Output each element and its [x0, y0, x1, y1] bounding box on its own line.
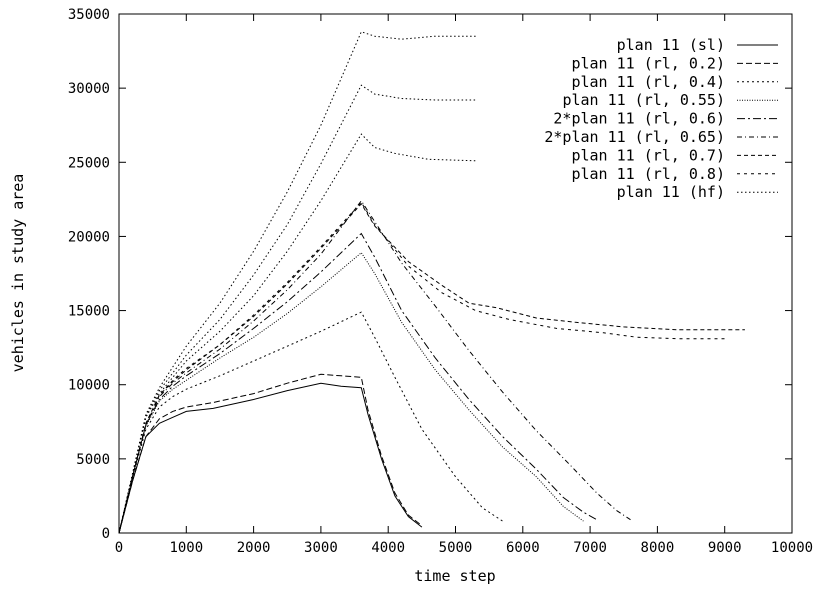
y-tick-label: 10000	[68, 378, 110, 394]
legend-label: plan 11 (rl, 0.7)	[571, 146, 725, 164]
x-tick-label: 0	[115, 540, 123, 556]
series-line-2	[118, 373, 423, 534]
series-line-6	[118, 199, 631, 534]
x-tick-label: 6000	[506, 540, 540, 556]
series-line-9	[118, 31, 476, 534]
y-tick-label: 0	[102, 526, 110, 542]
series-line-4	[118, 251, 584, 534]
y-tick-label: 25000	[68, 155, 110, 171]
series-line-5	[118, 232, 598, 534]
x-tick-label: 10000	[771, 540, 813, 556]
y-tick-label: 20000	[68, 229, 110, 245]
legend-label: 2*plan 11 (rl, 0.65)	[544, 128, 725, 146]
series-line-8	[118, 201, 725, 534]
x-tick-label: 9000	[708, 540, 742, 556]
legend-label: plan 11 (rl, 0.55)	[562, 91, 725, 109]
legend-label: plan 11 (rl, 0.2)	[571, 54, 725, 72]
series-line-1	[118, 382, 423, 534]
series-line-3	[118, 311, 503, 534]
series-line-11	[118, 133, 476, 534]
legend: plan 11 (sl)plan 11 (rl, 0.2)plan 11 (rl…	[544, 36, 778, 201]
series-lines	[118, 31, 745, 534]
x-tick-label: 3000	[304, 540, 338, 556]
series-line-10	[118, 84, 476, 534]
x-tick-label: 7000	[573, 540, 607, 556]
x-axis-ticks: 0 1000 2000 3000 4000 5000 6000 7000 8000 9000 100…	[115, 14, 813, 556]
x-axis-label: time step	[414, 567, 495, 585]
x-tick-label: 4000	[371, 540, 405, 556]
y-tick-label: 35000	[68, 7, 110, 23]
x-tick-label: 5000	[439, 540, 473, 556]
legend-label: 2*plan 11 (rl, 0.6)	[553, 110, 725, 128]
y-axis-ticks: 0 5000 10000 15000 20000 25000 30000 35000	[68, 7, 792, 542]
y-tick-label: 5000	[76, 452, 110, 468]
legend-label: plan 11 (rl, 0.8)	[571, 165, 725, 183]
x-tick-label: 2000	[237, 540, 271, 556]
legend-label: plan 11 (rl, 0.4)	[571, 73, 725, 91]
y-axis-label: vehicles in study area	[9, 174, 27, 373]
x-tick-label: 8000	[641, 540, 675, 556]
legend-label: plan 11 (sl)	[617, 36, 725, 54]
legend-label: plan 11 (hf)	[617, 183, 725, 201]
y-tick-label: 15000	[68, 304, 110, 320]
x-tick-label: 1000	[169, 540, 203, 556]
y-tick-label: 30000	[68, 81, 110, 97]
series-line-7	[118, 202, 745, 534]
